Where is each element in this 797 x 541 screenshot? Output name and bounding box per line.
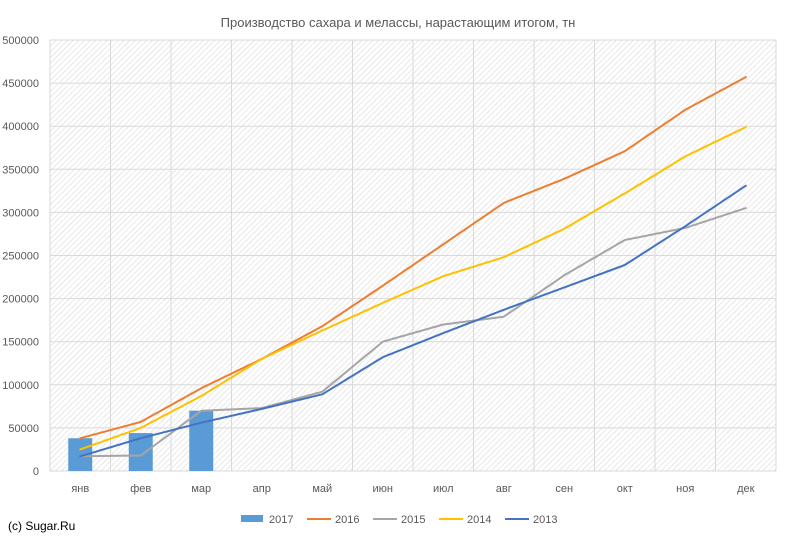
- x-tick-label: фев: [130, 483, 151, 495]
- legend-label-2016: 2016: [335, 514, 359, 526]
- x-tick-label: авг: [496, 483, 512, 495]
- series-line-2016: [79, 76, 747, 440]
- x-tick-label: июн: [373, 483, 393, 495]
- x-tick-label: май: [312, 483, 332, 495]
- legend: 2017 2016 2015 2014 2013: [241, 514, 557, 526]
- bar-2017-фев: [128, 433, 153, 471]
- x-tick-label: янв: [71, 483, 89, 495]
- y-tick-label: 200000: [2, 294, 39, 306]
- legend-label-2013: 2013: [533, 514, 557, 526]
- y-tick-label: 150000: [2, 337, 39, 349]
- y-tick-label: 100000: [2, 380, 39, 392]
- gridlines: [49, 39, 777, 472]
- x-tick-label: ноя: [676, 483, 694, 495]
- x-tick-label: сен: [555, 483, 573, 495]
- x-tick-label: мар: [191, 483, 211, 495]
- x-axis: янв фев мар апр май июн июл авг сен окт ноя дек: [71, 483, 754, 495]
- x-tick-label: окт: [617, 483, 633, 495]
- y-axis: 0 50000 100000 150000 200000 250000 300000 3500…: [2, 35, 39, 478]
- legend-label-2015: 2015: [401, 514, 425, 526]
- series-line-2013: [79, 184, 747, 458]
- credit-text: (c) Sugar.Ru: [8, 519, 75, 533]
- x-tick-label: апр: [253, 483, 271, 495]
- y-tick-label: 50000: [8, 423, 39, 435]
- bar-2017-мар: [189, 410, 214, 471]
- y-tick-label: 350000: [2, 164, 39, 176]
- legend-swatch-2017: [241, 515, 263, 522]
- y-tick-label: 250000: [2, 251, 39, 263]
- x-tick-label: дек: [737, 483, 755, 495]
- line-series-group: [79, 76, 747, 458]
- y-tick-label: 500000: [2, 35, 39, 47]
- y-tick-label: 400000: [2, 121, 39, 133]
- y-tick-label: 0: [33, 466, 39, 478]
- series-line-2014: [79, 126, 747, 451]
- chart-title: Производство сахара и мелассы, нарастающ…: [221, 15, 576, 30]
- legend-label-2014: 2014: [467, 514, 491, 526]
- y-tick-label: 300000: [2, 207, 39, 219]
- x-tick-label: июл: [433, 483, 454, 495]
- y-tick-label: 450000: [2, 78, 39, 90]
- series-line-2015: [79, 207, 747, 458]
- legend-label-2017: 2017: [269, 514, 293, 526]
